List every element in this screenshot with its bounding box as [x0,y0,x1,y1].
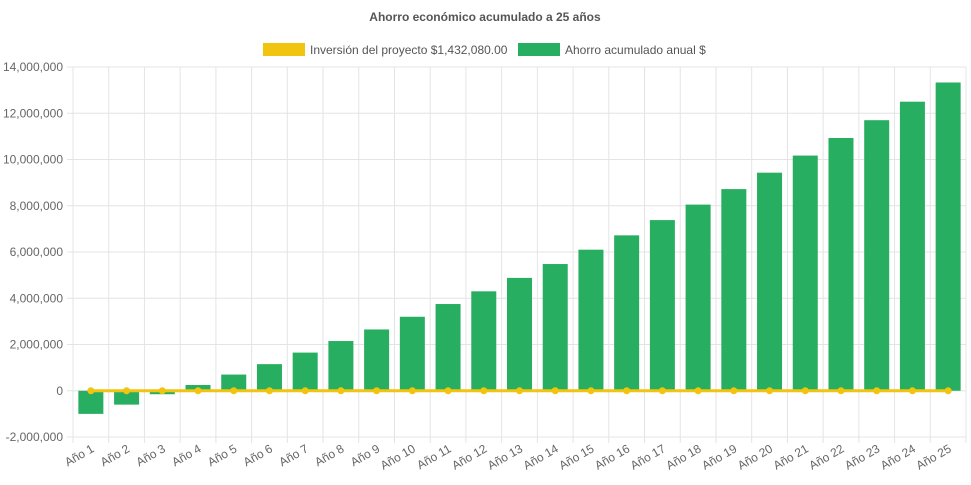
investment-point[interactable] [337,387,345,395]
investment-point[interactable] [301,387,309,395]
x-tick-label: Año 12 [449,441,489,472]
x-tick-label: Año 17 [628,441,668,472]
bar-savings[interactable] [685,204,711,391]
bars-savings [78,82,961,414]
bar-savings[interactable] [828,137,854,391]
bar-savings[interactable] [578,249,604,391]
investment-point[interactable] [194,387,202,395]
x-axis-ticks: Año 1 Año 2 Año 3 Año 4 Año 5 Año 6 Año 7 Año 8… [62,441,954,472]
bar-savings[interactable] [78,390,104,414]
investment-point[interactable] [623,387,631,395]
investment-point[interactable] [766,387,774,395]
investment-point[interactable] [658,387,666,395]
bar-savings[interactable] [899,101,925,391]
investment-point[interactable] [801,387,809,395]
x-tick-label: Año 7 [277,441,311,469]
investment-point[interactable] [123,387,131,395]
bar-savings[interactable] [328,341,354,391]
x-tick-label: Año 19 [699,441,739,472]
bar-savings[interactable] [542,264,568,391]
investment-point[interactable] [265,387,273,395]
legend-swatch-investment[interactable] [263,43,305,56]
y-tick-label: 12,000,000 [3,106,63,120]
investment-point[interactable] [373,387,381,395]
investment-point[interactable] [944,387,952,395]
x-tick-label: Año 22 [807,441,847,472]
investment-point[interactable] [730,387,738,395]
investment-point[interactable] [408,387,416,395]
legend-label-investment[interactable]: Inversión del proyecto $1,432,080.00 [310,43,508,57]
x-tick-label: Año 6 [241,441,275,469]
investment-point[interactable] [480,387,488,395]
x-tick-label: Año 15 [556,441,596,472]
bar-savings[interactable] [364,329,390,391]
bar-savings[interactable] [399,316,425,391]
x-tick-label: Año 21 [771,441,811,472]
bar-savings[interactable] [471,291,497,391]
bar-savings[interactable] [506,277,533,391]
investment-point[interactable] [516,387,523,395]
bar-savings[interactable] [864,120,890,391]
bar-savings[interactable] [721,189,747,391]
investment-point[interactable] [873,387,881,395]
x-tick-label: Año 20 [735,441,775,472]
y-tick-label: 14,000,000 [3,60,63,74]
investment-point[interactable] [444,387,452,395]
x-tick-label: Año 4 [169,441,203,469]
bar-savings[interactable] [614,235,640,391]
bar-savings[interactable] [114,390,140,405]
legend-label-savings[interactable]: Ahorro acumulado anual $ [565,43,706,57]
line-investment [87,387,952,395]
y-tick-label: 0 [56,384,63,398]
investment-point[interactable] [587,387,595,395]
investment-point[interactable] [694,387,702,395]
x-tick-label: Año 2 [98,441,132,469]
x-tick-label: Año 18 [664,441,704,472]
investment-point[interactable] [551,387,559,395]
bar-savings[interactable] [792,155,818,391]
x-tick-label: Año 13 [485,441,525,472]
legend: Inversión del proyecto $1,432,080.00 Aho… [263,43,706,57]
bar-savings[interactable] [292,352,318,391]
grid [67,66,967,443]
x-tick-label: Año 14 [521,441,561,472]
y-tick-label: 6,000,000 [10,245,64,259]
bar-savings[interactable] [435,304,461,391]
investment-point[interactable] [230,387,238,395]
bar-savings[interactable] [221,374,247,391]
x-tick-label: Año 25 [914,441,954,472]
y-tick-label: 2,000,000 [10,338,64,352]
bar-savings[interactable] [935,82,961,391]
investment-point[interactable] [158,387,166,395]
x-tick-label: Año 23 [842,441,882,472]
x-tick-label: Año 11 [414,441,453,472]
x-tick-label: Año 1 [62,441,96,469]
investment-point[interactable] [908,387,916,395]
y-axis-ticks: -2,000,000 0 2,000,000 4,000,000 6,000,000 8,… [3,60,63,444]
x-tick-label: Año 8 [312,441,346,469]
investment-point[interactable] [87,387,95,395]
x-tick-label: Año 10 [378,441,418,472]
y-tick-label: 4,000,000 [10,291,64,305]
bar-savings[interactable] [757,172,783,391]
x-tick-label: Año 24 [878,441,918,472]
x-tick-label: Año 3 [134,441,168,469]
legend-swatch-savings[interactable] [518,43,560,56]
x-tick-label: Año 5 [205,441,239,469]
y-tick-label: 8,000,000 [10,199,64,213]
x-tick-label: Año 9 [348,441,382,469]
chart-title: Ahorro económico acumulado a 25 años [369,10,601,24]
investment-point[interactable] [837,387,845,395]
bar-savings[interactable] [256,364,282,391]
y-tick-label: 10,000,000 [3,153,63,167]
y-tick-label: -2,000,000 [6,430,64,444]
x-tick-label: Año 16 [592,441,632,472]
bar-savings[interactable] [649,220,675,391]
